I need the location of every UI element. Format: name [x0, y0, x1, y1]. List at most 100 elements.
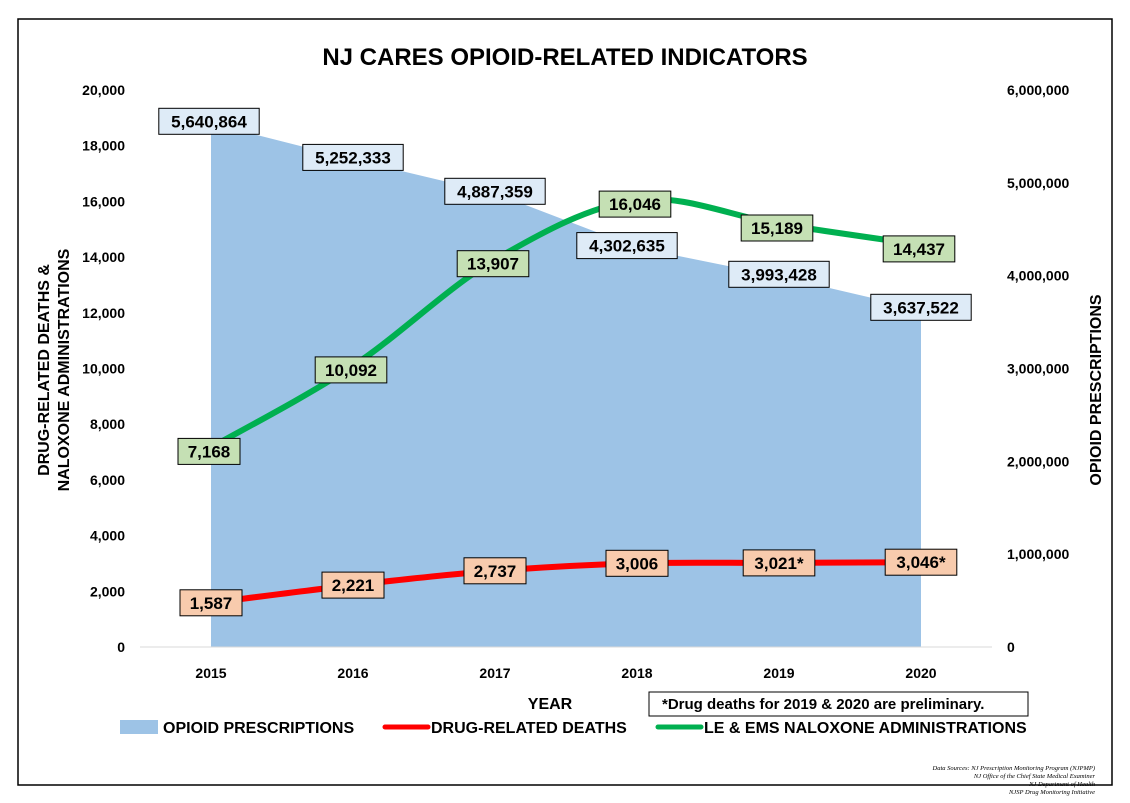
source-line-2: NJ Office of the Chief State Medical Exa…	[973, 773, 1096, 780]
prescriptions-data-label: 5,252,333	[302, 143, 404, 171]
x-tick-label: 2017	[479, 665, 510, 681]
source-line-3: NJ Department of Health	[1028, 781, 1095, 788]
prescriptions-data-label-text: 4,887,359	[457, 182, 533, 201]
prescriptions-data-label: 3,637,522	[870, 293, 972, 321]
naloxone-data-label-text: 16,046	[609, 195, 661, 214]
deaths-data-label-box	[179, 589, 243, 617]
deaths-data-label: 3,046*	[884, 548, 958, 576]
prescriptions-data-label-text: 3,993,428	[741, 265, 817, 284]
legend-label-naloxone: LE & EMS NALOXONE ADMINISTRATIONS	[704, 720, 1027, 737]
deaths-data-label-box	[884, 548, 958, 576]
deaths-data-label-text: 2,221	[332, 576, 375, 595]
y-right-axis-title: OPIOID PRESCRIPTIONS	[1088, 294, 1105, 485]
chart-border	[17, 18, 1113, 786]
data-sources: Data Sources: NJ Prescription Monitoring…	[932, 765, 1096, 796]
preliminary-note-box	[648, 691, 1029, 717]
naloxone-data-label-box	[598, 190, 672, 218]
naloxone-data-label-text: 14,437	[893, 240, 945, 259]
prescriptions-data-label-text: 5,252,333	[315, 148, 391, 167]
deaths-data-label-text: 3,021*	[754, 554, 804, 573]
prescriptions-data-label-box	[728, 260, 830, 288]
y-left-tick-label: 18,000	[82, 138, 125, 154]
deaths-data-label: 1,587	[179, 589, 243, 617]
naloxone-data-label-box	[740, 214, 814, 242]
source-line-1: Data Sources: NJ Prescription Monitoring…	[932, 765, 1095, 772]
naloxone-data-label: 7,168	[177, 437, 241, 465]
naloxone-data-label-box	[456, 250, 530, 278]
y-left-tick-label: 14,000	[82, 249, 125, 265]
y-left-tick-label: 4,000	[90, 528, 125, 544]
y-left-tick-label: 16,000	[82, 193, 125, 209]
deaths-data-label-text: 3,046*	[896, 553, 946, 572]
prescriptions-data-label-box	[870, 293, 972, 321]
data-labels: 5,640,864 5,252,333 4,887,359 4,302,635 3,99…	[158, 107, 972, 617]
naloxone-data-label: 14,437	[882, 235, 956, 263]
chart-title: NJ CARES OPIOID-RELATED INDICATORS	[322, 44, 807, 71]
x-tick-label: 2020	[905, 665, 936, 681]
y-right-tick-label: 0	[1007, 639, 1015, 655]
prescriptions-data-label-box	[444, 177, 546, 205]
x-axis-title: YEAR	[528, 696, 573, 713]
preliminary-note: *Drug deaths for 2019 & 2020 are prelimi…	[648, 691, 1029, 717]
prescriptions-area	[211, 123, 921, 648]
deaths-data-label: 2,221	[321, 571, 385, 599]
deaths-data-label-text: 2,737	[474, 562, 517, 581]
legend-label-deaths: DRUG-RELATED DEATHS	[431, 720, 627, 737]
x-tick-label: 2018	[621, 665, 652, 681]
y-right-tick-label: 4,000,000	[1007, 268, 1069, 284]
deaths-data-label: 3,006	[605, 549, 669, 577]
legend: OPIOID PRESCRIPTIONS DRUG-RELATED DEATHS…	[120, 720, 1027, 737]
y-left-tick-label: 8,000	[90, 416, 125, 432]
deaths-data-label: 3,021*	[742, 549, 816, 577]
x-tick-label: 2015	[195, 665, 226, 681]
deaths-data-label-text: 1,587	[190, 594, 233, 613]
y-left-tick-label: 2,000	[90, 583, 125, 599]
prescriptions-data-label: 3,993,428	[728, 260, 830, 288]
y-left-axis-title-line2: NALOXONE ADMINISTRATIONS	[56, 248, 73, 491]
prescriptions-data-label-text: 4,302,635	[589, 237, 665, 256]
deaths-data-label-text: 3,006	[616, 554, 659, 573]
prescriptions-data-label-box	[158, 107, 260, 135]
naloxone-data-label: 16,046	[598, 190, 672, 218]
preliminary-note-text: *Drug deaths for 2019 & 2020 are prelimi…	[662, 696, 984, 713]
axes: 0 2,000 4,000 6,000 8,000 10,000 12,000 14,000 1…	[82, 82, 1069, 681]
naloxone-data-label-text: 10,092	[325, 361, 377, 380]
prescriptions-data-label-text: 5,640,864	[171, 112, 247, 131]
prescriptions-data-label-box	[576, 232, 678, 260]
naloxone-data-label: 10,092	[314, 356, 388, 384]
naloxone-data-label-box	[882, 235, 956, 263]
legend-label-prescriptions: OPIOID PRESCRIPTIONS	[163, 720, 354, 737]
y-left-tick-label: 20,000	[82, 82, 125, 98]
prescriptions-data-label: 4,887,359	[444, 177, 546, 205]
prescriptions-data-label-box	[302, 143, 404, 171]
y-right-tick-label: 6,000,000	[1007, 82, 1069, 98]
prescriptions-area-layer	[211, 123, 921, 648]
source-line-4: NJSP Drug Monitoring Initiative	[1008, 789, 1095, 796]
naloxone-data-label: 15,189	[740, 214, 814, 242]
legend-swatch-prescriptions	[120, 720, 158, 734]
naloxone-data-label: 13,907	[456, 250, 530, 278]
y-left-tick-label: 6,000	[90, 472, 125, 488]
y-left-tick-label: 0	[117, 639, 125, 655]
naloxone-data-label-box	[314, 356, 388, 384]
prescriptions-data-label: 5,640,864	[158, 107, 260, 135]
naloxone-data-label-text: 7,168	[188, 442, 231, 461]
naloxone-data-label-text: 13,907	[467, 255, 519, 274]
deaths-data-label-box	[605, 549, 669, 577]
deaths-data-label-box	[463, 557, 527, 585]
x-tick-label: 2016	[337, 665, 368, 681]
x-tick-label: 2019	[763, 665, 794, 681]
y-left-tick-label: 10,000	[82, 361, 125, 377]
prescriptions-data-label-text: 3,637,522	[883, 298, 959, 317]
deaths-data-label-box	[321, 571, 385, 599]
y-right-tick-label: 2,000,000	[1007, 453, 1069, 469]
naloxone-data-label-box	[177, 437, 241, 465]
prescriptions-data-label: 4,302,635	[576, 232, 678, 260]
naloxone-data-label-text: 15,189	[751, 219, 803, 238]
y-left-axis-title-line1: DRUG-RELATED DEATHS &	[36, 264, 53, 476]
deaths-data-label-box	[742, 549, 816, 577]
y-right-tick-label: 3,000,000	[1007, 361, 1069, 377]
y-right-tick-label: 5,000,000	[1007, 175, 1069, 191]
y-left-tick-label: 12,000	[82, 305, 125, 321]
